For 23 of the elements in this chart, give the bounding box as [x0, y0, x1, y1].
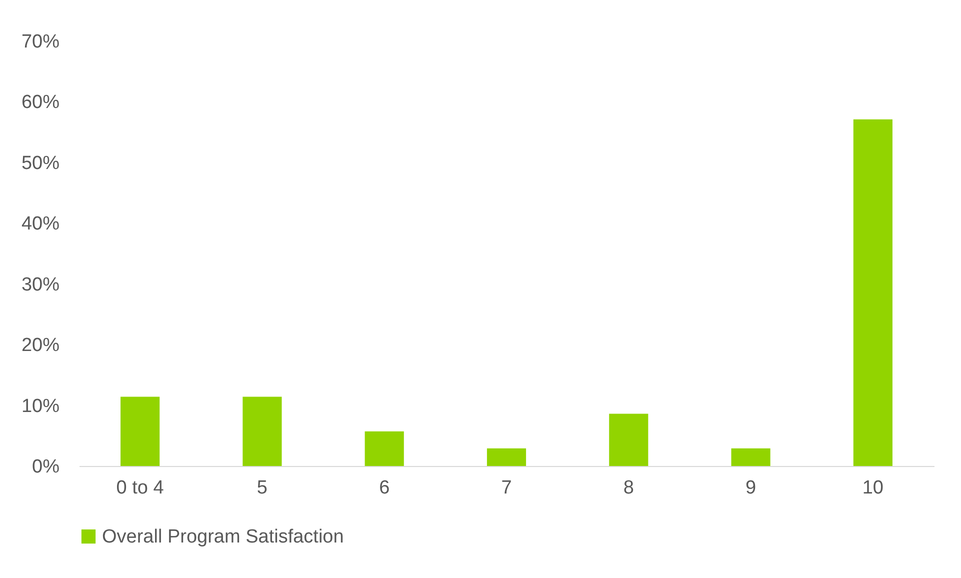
bar — [853, 119, 892, 466]
bar — [120, 396, 160, 466]
bar — [242, 396, 282, 466]
y-tick-label: 50% — [21, 152, 60, 174]
x-tick-label: 8 — [623, 478, 634, 498]
bar — [609, 414, 648, 466]
y-tick-label: 10% — [21, 396, 60, 417]
x-tick-label: 9 — [745, 478, 756, 498]
y-tick-label: 40% — [21, 214, 60, 235]
legend-label: Overall Program Satisfaction — [102, 526, 344, 548]
y-tick-label: 60% — [21, 92, 60, 114]
bar — [731, 448, 770, 466]
bar — [364, 431, 404, 466]
y-tick-label: 0% — [32, 456, 60, 478]
x-tick-label: 0 to 4 — [116, 478, 164, 498]
x-tick-label: 7 — [501, 478, 512, 498]
bar — [486, 448, 526, 466]
x-tick-label: 10 — [862, 478, 884, 498]
y-tick-label: 30% — [21, 274, 60, 296]
y-tick-label: 20% — [21, 335, 60, 356]
x-tick-label: 6 — [379, 478, 390, 498]
x-tick-label: 5 — [256, 478, 268, 498]
y-tick-label: 70% — [21, 32, 60, 52]
